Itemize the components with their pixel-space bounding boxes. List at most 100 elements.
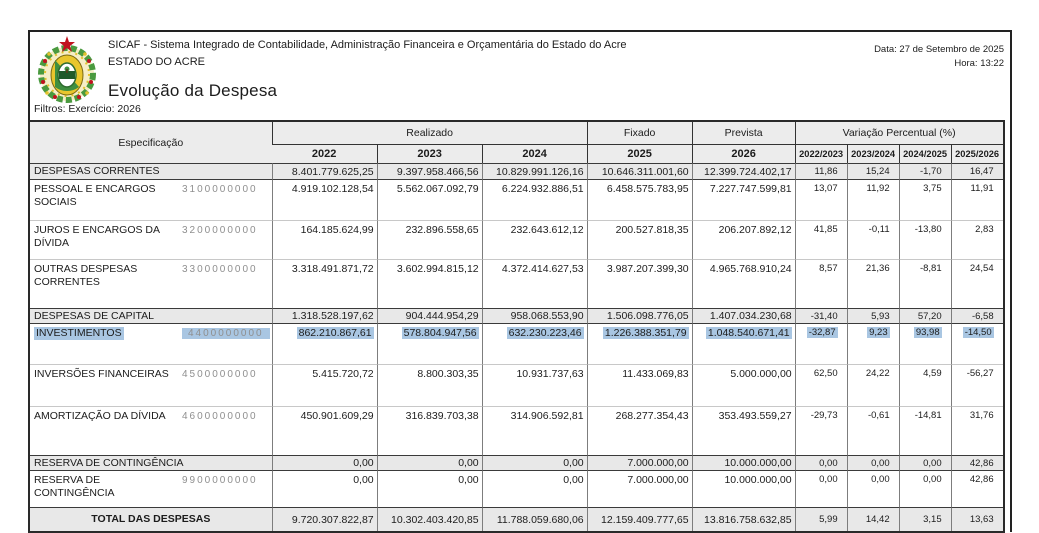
value-2026: 10.000.000,00 — [691, 470, 795, 507]
variation-2: 14,42 — [846, 507, 899, 531]
table-row-despesas-correntes[interactable]: DESPESAS CORRENTES 8.401.779.625,25 9.39… — [30, 163, 1003, 179]
row-code: 4600000000 — [180, 406, 272, 455]
value-2022: 450.901.609,29 — [271, 406, 377, 455]
variation-4: -56,27 — [950, 364, 1003, 406]
variation-2: 5,93 — [846, 308, 899, 323]
value-2023: 904.444.954,29 — [376, 308, 482, 323]
value-2026: 10.000.000,00 — [691, 455, 795, 470]
value-2023: 0,00 — [376, 455, 482, 470]
colgroup-variacao: Variação Percentual (%) — [794, 122, 1003, 144]
value-2022: 1.318.528.197,62 — [271, 308, 377, 323]
variation-4: 2,83 — [950, 220, 1003, 259]
variation-3: 3,15 — [898, 507, 951, 531]
row-label: INVESTIMENTOS — [30, 323, 180, 364]
variation-1: 5,99 — [794, 507, 847, 531]
colgroup-prevista: Prevista — [691, 122, 795, 144]
value-2026: 4.965.768.910,24 — [691, 259, 795, 308]
row-code: 9900000000 — [180, 470, 272, 507]
variation-2: 21,36 — [846, 259, 899, 308]
value-2022: 5.415.720,72 — [271, 364, 377, 406]
variation-1: -32,87 — [794, 323, 847, 364]
value-2024: 314.906.592,81 — [481, 406, 587, 455]
variation-3: 57,20 — [898, 308, 951, 323]
value-2025: 1.226.388.351,79 — [586, 323, 692, 364]
variation-2: 0,00 — [846, 455, 899, 470]
variation-2: 9,23 — [846, 323, 899, 364]
value-2024: 11.788.059.680,06 — [481, 507, 587, 531]
table-row-juros-encargos[interactable]: JUROS E ENCARGOS DA DÍVIDA 3200000000 16… — [30, 220, 1003, 259]
variation-3: 0,00 — [898, 470, 951, 507]
table-row-investimentos-selected[interactable]: INVESTIMENTOS 4400000000 862.210.867,61 … — [30, 323, 1003, 364]
value-2026: 12.399.724.402,17 — [691, 163, 795, 179]
row-label: PESSOAL E ENCARGOS SOCIAIS — [30, 179, 180, 220]
value-2022: 164.185.624,99 — [271, 220, 377, 259]
report-page: SICAF - Sistema Integrado de Contabilida… — [28, 30, 1012, 533]
row-label: DESPESAS CORRENTES — [30, 163, 272, 179]
variation-3: 3,75 — [898, 179, 951, 220]
col-year-2024: 2024 — [481, 144, 587, 163]
value-2023: 3.602.994.815,12 — [376, 259, 482, 308]
value-2024: 10.829.991.126,16 — [481, 163, 587, 179]
value-2023: 10.302.403.420,85 — [376, 507, 482, 531]
variation-1: 0,00 — [794, 455, 847, 470]
value-2023: 8.800.303,35 — [376, 364, 482, 406]
report-datetime: Data: 27 de Setembro de 2025 Hora: 13:22 — [874, 43, 1004, 71]
value-2026: 7.227.747.599,81 — [691, 179, 795, 220]
row-code: 3200000000 — [180, 220, 272, 259]
table-row-reserva-contingencia-total[interactable]: RESERVA DE CONTINGÊNCIA 0,00 0,00 0,00 7… — [30, 455, 1003, 470]
variation-1: 41,85 — [794, 220, 847, 259]
org-name: ESTADO DO ACRE — [108, 56, 205, 68]
table-row-reserva-contingencia[interactable]: RESERVA DE CONTINGÊNCIA 9900000000 0,00 … — [30, 470, 1003, 507]
filters-line: Filtros: Exercício: 2026 — [34, 103, 141, 115]
variation-3: -8,81 — [898, 259, 951, 308]
value-2025: 11.433.069,83 — [586, 364, 692, 406]
variation-1: 62,50 — [794, 364, 847, 406]
value-2026: 13.816.758.632,85 — [691, 507, 795, 531]
value-2022: 4.919.102.128,54 — [271, 179, 377, 220]
value-2022: 8.401.779.625,25 — [271, 163, 377, 179]
value-2025: 6.458.575.783,95 — [586, 179, 692, 220]
table-header-years: 2022 2023 2024 2025 2026 2022/2023 2023/… — [30, 144, 1003, 163]
colgroup-realizado: Realizado — [271, 122, 587, 144]
table-row-amortizacao-divida[interactable]: AMORTIZAÇÃO DA DÍVIDA 4600000000 450.901… — [30, 406, 1003, 455]
col-var-2024-2025: 2024/2025 — [898, 144, 951, 163]
row-code: 3300000000 — [180, 259, 272, 308]
table-row-pessoal-encargos[interactable]: PESSOAL E ENCARGOS SOCIAIS 3100000000 4.… — [30, 179, 1003, 220]
expense-evolution-table: Especificação Realizado Fixado Prevista … — [28, 120, 1005, 533]
variation-1: 8,57 — [794, 259, 847, 308]
col-var-2025-2026: 2025/2026 — [950, 144, 1003, 163]
acre-coat-of-arms-logo — [38, 36, 96, 103]
value-2025: 3.987.207.399,30 — [586, 259, 692, 308]
value-2022: 862.210.867,61 — [271, 323, 377, 364]
value-2023: 5.562.067.092,79 — [376, 179, 482, 220]
col-var-2022-2023: 2022/2023 — [794, 144, 847, 163]
value-2025: 268.277.354,43 — [586, 406, 692, 455]
variation-4: 11,91 — [950, 179, 1003, 220]
colgroup-fixado: Fixado — [586, 122, 692, 144]
value-2025: 7.000.000,00 — [586, 455, 692, 470]
variation-3: -13,80 — [898, 220, 951, 259]
value-2025: 200.527.818,35 — [586, 220, 692, 259]
value-2022: 0,00 — [271, 455, 377, 470]
table-row-outras-despesas[interactable]: OUTRAS DESPESAS CORRENTES 3300000000 3.3… — [30, 259, 1003, 308]
value-2024: 232.643.612,12 — [481, 220, 587, 259]
variation-4: 42,86 — [950, 455, 1003, 470]
variation-3: 0,00 — [898, 455, 951, 470]
variation-2: 0,00 — [846, 470, 899, 507]
value-2025: 7.000.000,00 — [586, 470, 692, 507]
row-code: 4400000000 — [180, 323, 272, 364]
value-2024: 632.230.223,46 — [481, 323, 587, 364]
report-title: Evolução da Despesa — [108, 81, 278, 100]
table-row-inversoes-financeiras[interactable]: INVERSÕES FINANCEIRAS 4500000000 5.415.7… — [30, 364, 1003, 406]
table-row-total-despesas[interactable]: TOTAL DAS DESPESAS 9.720.307.822,87 10.3… — [30, 507, 1003, 531]
variation-4: 24,54 — [950, 259, 1003, 308]
row-label: TOTAL DAS DESPESAS — [30, 507, 272, 531]
row-label: OUTRAS DESPESAS CORRENTES — [30, 259, 180, 308]
table-row-despesas-capital[interactable]: DESPESAS DE CAPITAL 1.318.528.197,62 904… — [30, 308, 1003, 323]
table-header-groups: Especificação Realizado Fixado Prevista … — [30, 122, 1003, 163]
row-code: 4500000000 — [180, 364, 272, 406]
value-2025: 1.506.098.776,05 — [586, 308, 692, 323]
value-2025: 12.159.409.777,65 — [586, 507, 692, 531]
value-2022: 0,00 — [271, 470, 377, 507]
variation-2: -0,61 — [846, 406, 899, 455]
